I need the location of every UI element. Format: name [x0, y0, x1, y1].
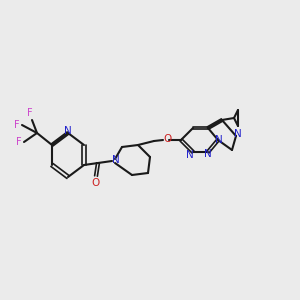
Text: O: O: [92, 178, 100, 188]
Text: N: N: [112, 155, 120, 165]
Text: N: N: [204, 149, 212, 159]
Text: N: N: [186, 150, 194, 160]
Text: F: F: [16, 137, 22, 147]
Text: F: F: [27, 108, 33, 118]
Text: O: O: [163, 134, 171, 144]
Text: F: F: [14, 120, 20, 130]
Text: N: N: [234, 129, 242, 139]
Text: N: N: [215, 135, 223, 145]
Text: N: N: [64, 126, 72, 136]
